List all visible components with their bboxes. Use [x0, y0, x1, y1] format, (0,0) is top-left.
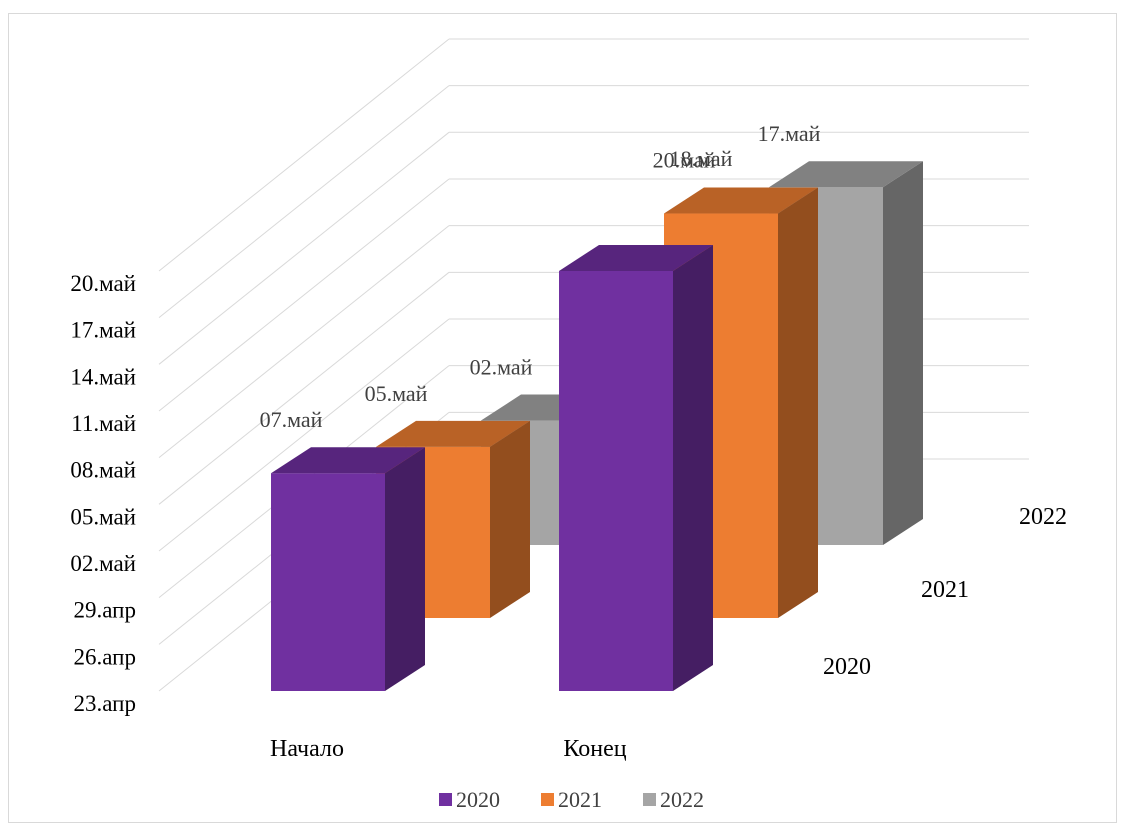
legend-swatch-2020: [439, 793, 452, 806]
y-tick-label: 17.май: [70, 318, 136, 343]
bar-2020-1-top: [559, 244, 713, 271]
depth-axis-label: 2022: [1019, 504, 1067, 530]
bar-2021-1-side: [778, 187, 818, 618]
y-tick-label: 29.апр: [74, 598, 136, 623]
y-tick-label: 23.апр: [74, 691, 136, 716]
y-tick-label: 26.апр: [74, 644, 136, 669]
wall-gridline: [158, 85, 450, 319]
depth-axis-label: 2021: [921, 577, 969, 603]
legend-label-2022: 2022: [660, 787, 704, 812]
bar-2021-0-top: [376, 420, 530, 447]
bar-2020-0-front: [271, 473, 385, 691]
data-label-2021-0: 05.май: [365, 381, 428, 406]
wall-gridline: [158, 178, 450, 412]
bar-2021-1-top: [664, 187, 818, 214]
bar-2020-0-side: [385, 447, 425, 691]
legend-swatch-2021: [541, 793, 554, 806]
wall-gridline: [158, 131, 450, 365]
legend-label-2021: 2021: [558, 787, 602, 812]
bar-2022-1-side: [883, 161, 923, 546]
data-label-2020-0: 07.май: [260, 407, 323, 432]
y-tick-label: 05.май: [70, 504, 136, 529]
bar-2022-1-top: [769, 161, 923, 188]
wall-gridline: [158, 318, 450, 552]
bar-2021-0-side: [490, 420, 530, 618]
data-label-2022-0: 02.май: [470, 355, 533, 380]
data-label-extra: 18.май: [670, 146, 733, 171]
wall-gridline: [158, 271, 450, 505]
depth-axis-label: 2020: [823, 654, 871, 680]
bar-2020-1-front: [559, 270, 673, 691]
x-category-label: Начало: [270, 736, 344, 762]
data-label-2021-1: 20.май: [653, 148, 716, 173]
bar-2020-0-top: [271, 447, 425, 474]
y-tick-label: 20.май: [70, 271, 136, 296]
legend-swatch-2022: [643, 793, 656, 806]
y-tick-label: 08.май: [70, 458, 136, 483]
data-label-2022-1: 17.май: [758, 121, 821, 146]
chart-frame: 23.апр 26.апр 29.апр 02.май 05.май 08.май 11.м…: [8, 13, 1117, 823]
wall-gridline: [158, 225, 450, 459]
y-tick-label: 02.май: [70, 551, 136, 576]
bar-chart-3d: 23.апр 26.апр 29.апр 02.май 05.май 08.май 11.м…: [70, 38, 1067, 812]
legend-label-2020: 2020: [456, 787, 500, 812]
bar-2020-1-side: [673, 244, 713, 691]
y-tick-label: 14.май: [70, 364, 136, 389]
x-category-label: Конец: [563, 736, 626, 762]
wall-gridline: [158, 38, 450, 272]
y-tick-label: 11.май: [71, 411, 136, 436]
